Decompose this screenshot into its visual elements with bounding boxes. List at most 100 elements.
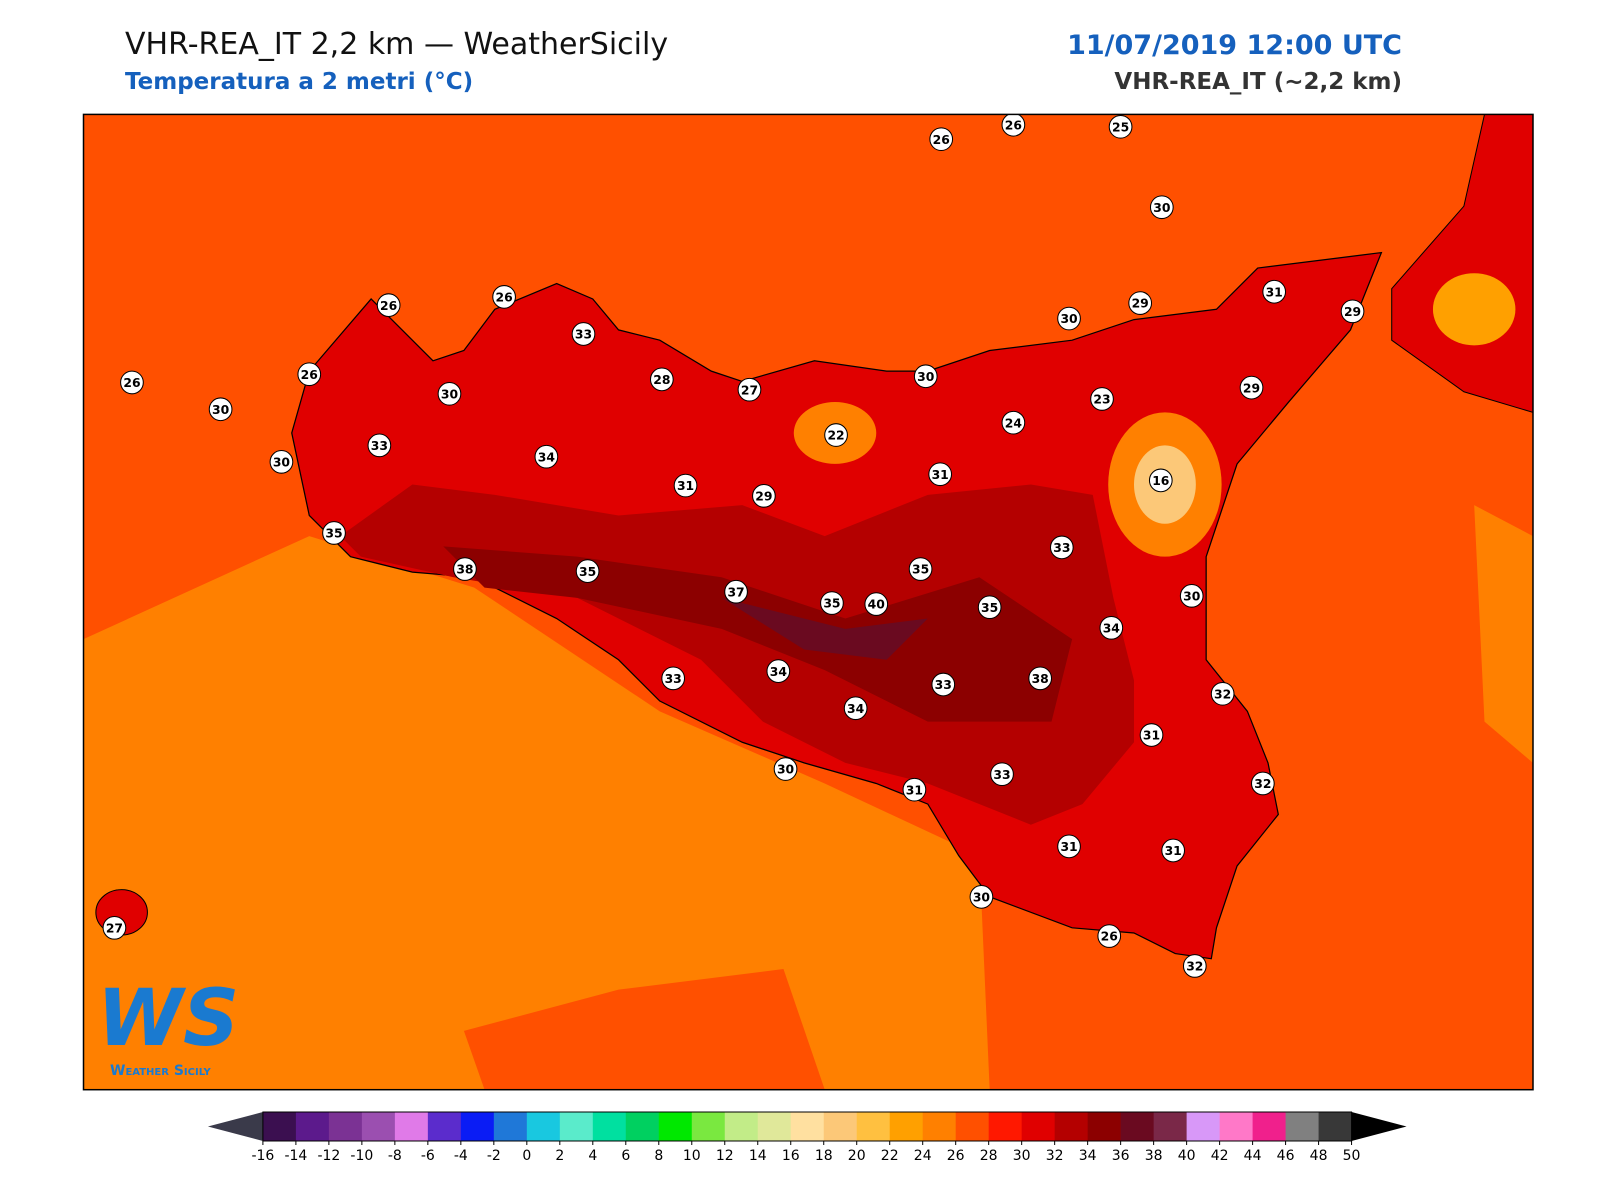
station-value: 34 (770, 665, 788, 679)
colorbar-tick-label: 2 (555, 1148, 564, 1164)
station-value: 38 (456, 563, 473, 577)
station-value: 33 (665, 672, 682, 686)
station-marker (649, 367, 674, 392)
station-value: 32 (1214, 687, 1231, 701)
colorbar-bin (493, 1112, 528, 1141)
colorbar-tick-label: 48 (1310, 1148, 1328, 1164)
station-value: 31 (932, 468, 949, 482)
station-value: 33 (935, 678, 952, 692)
colorbar-bin (1252, 1112, 1287, 1141)
station-value: 31 (677, 479, 694, 493)
interior-hot (721, 597, 928, 660)
station-value: 35 (912, 563, 929, 577)
colorbar-tick-label: 40 (1178, 1148, 1196, 1164)
station-marker (1001, 114, 1026, 137)
station-marker (571, 322, 596, 346)
station-value: 30 (917, 370, 935, 384)
colorbar-bin (559, 1112, 594, 1141)
colorbar-bin (1186, 1112, 1221, 1141)
station-value: 35 (579, 565, 596, 579)
station-value: 25 (1112, 120, 1129, 134)
station-value: 28 (653, 373, 670, 387)
station-value: 26 (380, 299, 397, 313)
station-marker (367, 433, 392, 458)
station-value: 16 (1152, 474, 1169, 488)
colorbar-bin (295, 1112, 330, 1141)
station-value: 31 (906, 783, 923, 797)
colorbar-bin (526, 1112, 561, 1141)
station-marker (673, 473, 698, 498)
station-marker (1262, 279, 1287, 304)
station-value: 23 (1093, 393, 1110, 407)
interior-core (443, 546, 1073, 722)
station-marker (661, 666, 686, 691)
colorbar-bin (1219, 1112, 1254, 1141)
colorbar-tick-label: 22 (881, 1148, 899, 1164)
colorbar-tick-label: -12 (317, 1148, 340, 1164)
station-marker (737, 377, 762, 402)
colorbar-tick-label: 16 (782, 1148, 800, 1164)
station-marker (864, 592, 889, 616)
station-marker (1179, 584, 1204, 608)
station-value: 29 (1243, 381, 1260, 395)
station-value: 40 (868, 598, 886, 612)
model: VHR-REA_IT (~2,2 km) (1114, 69, 1402, 95)
station-value: 33 (575, 328, 592, 342)
colorbar-bin (1054, 1112, 1089, 1141)
date: 11/07/2019 12:00 UTC (1067, 30, 1402, 61)
station-value: 29 (1344, 305, 1361, 319)
colorbar-tick-label: 0 (522, 1148, 531, 1164)
station-marker (1099, 615, 1124, 640)
station-value: 32 (1254, 777, 1271, 791)
station-marker (1139, 723, 1164, 747)
colorbar-bin (724, 1112, 759, 1141)
station-value: 30 (1060, 312, 1078, 326)
colorbar-bin (757, 1112, 792, 1141)
station-value: 22 (827, 429, 844, 443)
station-marker (724, 579, 748, 604)
station-value: 26 (933, 133, 950, 147)
station-marker (269, 449, 294, 474)
station-value: 33 (993, 768, 1010, 782)
station-marker (1049, 535, 1074, 560)
station-value: 34 (1103, 621, 1121, 635)
station-marker (902, 777, 927, 802)
colorbar-tick-label: 36 (1112, 1148, 1130, 1164)
station-marker (1108, 114, 1133, 139)
station-marker (1001, 410, 1026, 435)
station-value: 35 (325, 527, 342, 541)
station-value: 30 (441, 387, 459, 401)
subtitle: Temperatura a 2 metri (°C) (125, 69, 473, 95)
colorbar-bin (922, 1112, 957, 1141)
station-marker (913, 364, 938, 389)
colorbar-tick-label: 14 (749, 1148, 767, 1164)
station-marker (1057, 306, 1081, 331)
station-marker (1182, 954, 1207, 978)
logo-mark: WS (97, 974, 239, 1064)
station-value: 30 (1183, 589, 1201, 603)
colorbar-bin (1318, 1112, 1353, 1141)
colorbar-bin (658, 1112, 693, 1141)
station-marker (977, 595, 1002, 620)
colorbar-tick-label: -6 (421, 1148, 435, 1164)
colorbar-tick-label: 26 (947, 1148, 965, 1164)
colorbar-tick-label: -4 (454, 1148, 468, 1164)
colorbar-under (207, 1112, 263, 1141)
station-marker (752, 484, 776, 508)
station-marker (1097, 924, 1122, 948)
station-marker (297, 362, 322, 387)
station-value: 33 (371, 439, 388, 453)
colorbar-tick-label: 38 (1145, 1148, 1163, 1164)
colorbar-tick-label: 42 (1211, 1148, 1229, 1164)
station-marker (1028, 666, 1053, 691)
colorbar-bin (328, 1112, 363, 1141)
station-marker (766, 659, 791, 683)
colorbar-bin (790, 1112, 825, 1141)
calabria-hills (1432, 273, 1516, 346)
colorbar-bin (1087, 1112, 1122, 1141)
colorbar: -16 -14 -12 -10 -8 -6 -4 -2 0 2 4 6 8 10 12 14 16 18 20 22 2… (207, 1111, 1407, 1164)
colorbar-bin (427, 1112, 462, 1141)
station-value: 31 (1165, 844, 1182, 858)
station-value: 31 (1060, 840, 1077, 854)
title: VHR-REA_IT 2,2 km — WeatherSicily (125, 27, 668, 62)
